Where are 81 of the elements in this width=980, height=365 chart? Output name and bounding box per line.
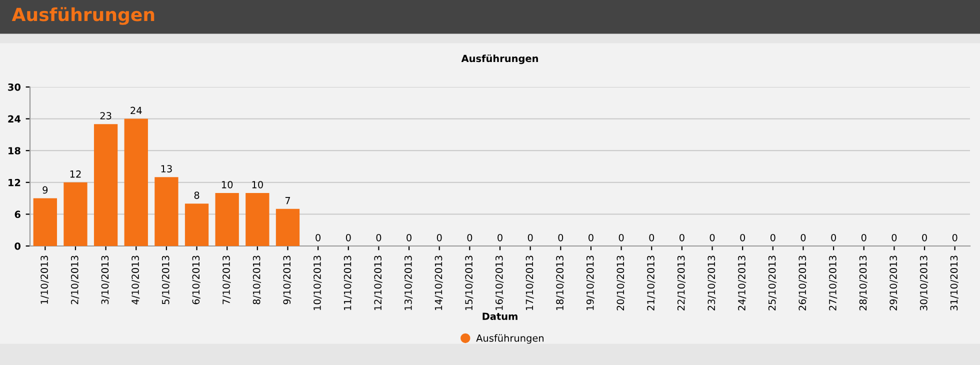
x-tick-label: 29/10/2013 (890, 256, 898, 310)
data-label: 0 (588, 234, 594, 242)
legend-label: Ausführungen (476, 334, 544, 344)
data-label: 0 (740, 234, 746, 242)
x-tick-label: 23/10/2013 (708, 256, 716, 310)
x-tick-label: 13/10/2013 (404, 256, 413, 310)
bar (94, 124, 118, 246)
bar (184, 204, 209, 246)
data-label: 0 (679, 234, 684, 242)
chart-subtitle: Ausführungen (461, 54, 538, 64)
x-tick-label: 2/10/2013 (70, 256, 80, 304)
data-label: 10 (222, 180, 233, 188)
x-tick-label: 20/10/2013 (616, 256, 625, 310)
x-tick-label: 7/10/2013 (222, 256, 231, 304)
bar (154, 177, 178, 246)
y-tick-label: 24 (8, 115, 21, 122)
data-label: 0 (770, 234, 776, 242)
data-label: 0 (649, 234, 654, 242)
bar (276, 208, 300, 246)
x-tick-label: 26/10/2013 (798, 256, 807, 310)
x-tick-label: 30/10/2013 (920, 256, 928, 310)
x-tick-label: 12/10/2013 (374, 256, 382, 310)
data-label: 0 (558, 234, 564, 242)
bar (246, 193, 270, 246)
data-label: 0 (406, 234, 412, 242)
bar (33, 198, 57, 246)
x-tick-label: 22/10/2013 (677, 256, 686, 310)
x-tick-label: 28/10/2013 (859, 256, 868, 310)
bar (64, 182, 88, 246)
y-tick-label: 0 (14, 242, 21, 250)
data-label: 9 (42, 186, 48, 194)
data-label: 13 (161, 165, 172, 172)
y-tick-label: 6 (14, 210, 20, 218)
x-tick-label: 17/10/2013 (526, 256, 534, 310)
data-label: 24 (130, 106, 142, 114)
x-tick-label: 10/10/2013 (314, 256, 322, 310)
x-tick-label: 31/10/2013 (950, 256, 958, 310)
x-tick-label: 9/10/2013 (283, 256, 292, 304)
x-tick-label: 5/10/2013 (162, 256, 170, 304)
x-tick-label: 1/10/2013 (40, 256, 49, 304)
data-label: 12 (70, 170, 81, 178)
chart-title: Ausführungen (12, 7, 154, 25)
data-label: 0 (316, 234, 321, 242)
data-label: 0 (861, 234, 866, 242)
x-tick-label: 21/10/2013 (647, 256, 656, 310)
data-label: 0 (346, 234, 351, 242)
x-tick-label: 16/10/2013 (495, 256, 504, 310)
data-label: 7 (285, 197, 290, 204)
data-label: 0 (528, 234, 533, 242)
x-tick-label: 6/10/2013 (192, 256, 200, 304)
x-tick-label: 25/10/2013 (768, 256, 776, 310)
bar (124, 118, 148, 246)
x-tick-label: 3/10/2013 (101, 256, 110, 304)
y-tick-label: 18 (8, 147, 20, 154)
data-label: 10 (252, 180, 263, 188)
x-tick-label: 18/10/2013 (556, 256, 564, 310)
data-label: 0 (800, 234, 806, 242)
x-tick-label: 8/10/2013 (252, 256, 262, 304)
data-label: 23 (100, 112, 112, 120)
data-label: 0 (710, 234, 715, 242)
data-label: 0 (618, 234, 624, 242)
data-label: 0 (467, 234, 472, 242)
data-label: 0 (952, 234, 958, 242)
y-tick-label: 12 (8, 178, 20, 186)
bar (215, 193, 239, 246)
x-tick-label: 11/10/2013 (344, 256, 352, 310)
data-label: 0 (892, 234, 897, 242)
x-tick-label: 19/10/2013 (586, 256, 595, 310)
x-tick-label: 24/10/2013 (738, 256, 746, 310)
x-tick-label: 15/10/2013 (465, 256, 474, 310)
data-label: 0 (498, 234, 502, 242)
x-tick-label: 27/10/2013 (829, 256, 838, 310)
data-label: 0 (436, 234, 442, 242)
x-tick-label: 14/10/2013 (434, 256, 443, 310)
x-axis-title: Datum (482, 312, 518, 320)
data-label: 0 (922, 234, 927, 242)
data-label: 0 (831, 234, 836, 242)
data-label: 0 (376, 234, 382, 242)
data-label: 8 (194, 192, 200, 199)
y-tick-label: 30 (8, 83, 21, 91)
x-tick-label: 4/10/2013 (132, 256, 140, 304)
